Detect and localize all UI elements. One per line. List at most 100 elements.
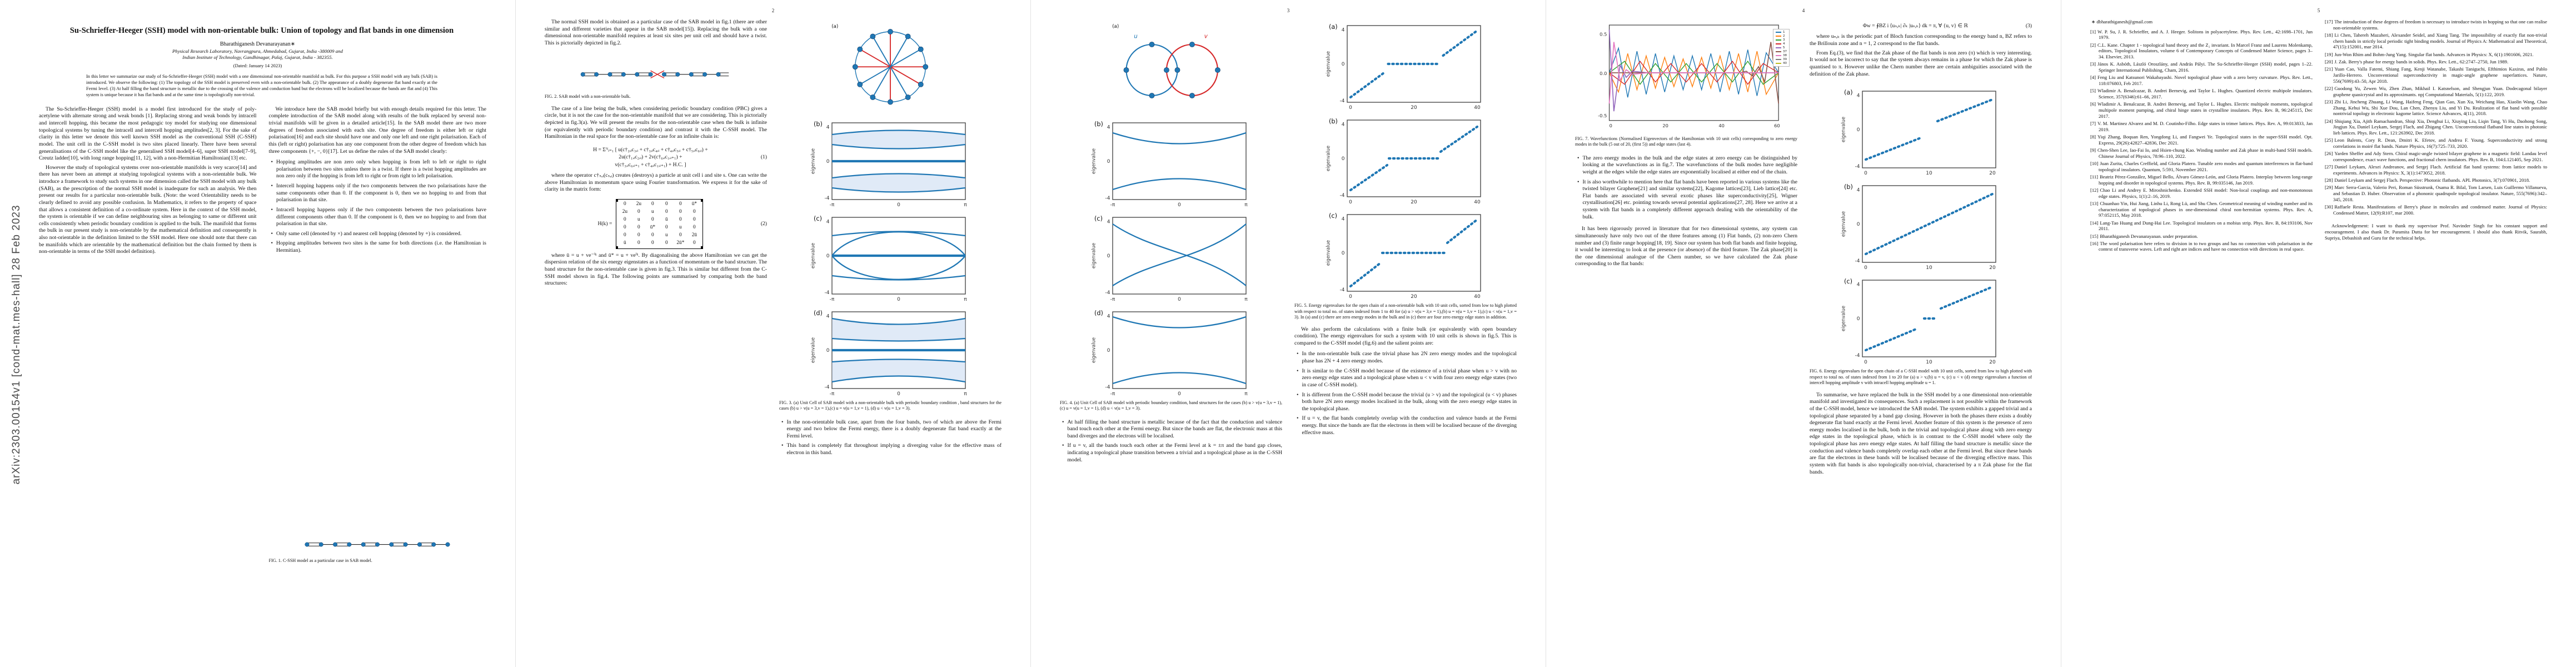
svg-text:(c): (c) [814,215,822,222]
svg-text:-π: -π [1110,391,1115,397]
page-1-column-2: We introduce here the SAB model briefly … [269,106,487,568]
page-1-columns: The Su-Schrieffer-Heeger (SSH) model is … [0,106,515,568]
legend-entry: 37 [1776,50,1787,53]
svg-text:(d): (d) [1094,310,1103,317]
svg-text:0: 0 [1107,348,1110,354]
hamiltonian-matrix: 0 2u 0 0 0 ū* 2u 0 u 0 0 0 0 u 0 ū 0 0 0 0 ū* 0 u 0 0 0 0 u 0 2ū ū 0 0 0 2… [616,198,704,249]
svg-text:eigenvalue: eigenvalue [810,242,816,268]
list-item: • In the non-orientable bulk case, apart … [781,419,1001,439]
svg-text:(a): (a) [1329,23,1338,31]
fig6-panel-c-eigenvalues: (c) eigenvalue 4 0 -4 0 10 20 [1841,278,1996,365]
svg-text:(a): (a) [831,24,838,29]
svg-text:(a): (a) [1112,24,1119,29]
fig2-nonorientable-chain-diagram [580,70,729,78]
reference-item: [21] Yuan Cao, Valla Fatemi, Shiang Fang,… [2325,66,2547,84]
legend-entry: 2 [1776,34,1787,38]
page-number: 4 [1802,8,1805,13]
fig7-legend: 1 2 3 4 5 37 38 39 40 [1773,29,1790,67]
svg-text:-π: -π [1110,297,1115,302]
svg-text:0: 0 [1857,127,1860,133]
svg-text:0: 0 [1342,251,1345,256]
sab-rules-list: • Hopping amplitudes are non zero only wh… [269,159,487,257]
svg-text:eigenvalue: eigenvalue [1091,337,1097,362]
fig3-caption: FIG. 3. (a) Unit Cell of SAB model with … [779,400,1001,411]
bullet-marker: • [781,442,784,449]
fig5-panel-b-eigenvalues: (b) eigenvalue 4 0 -4 0 20 40 [1326,118,1481,205]
equation-2-number: (2) [760,220,767,227]
list-item: • In the non-orientable bulk case the tri… [1297,351,1517,364]
figure-7: 0.5 0.0 -0.5 0 20 40 60 [1575,19,1797,148]
svg-text:-4: -4 [1105,196,1110,201]
svg-text:4: 4 [1857,188,1860,193]
svg-text:(b): (b) [814,121,823,128]
page-5-columns: ∗ dbharathiganesh@gmail.com [1] W. P. Su,… [2061,0,2576,653]
fig4-panel-b-bands: (b) eigenvalue 4 0 -4 -π 0 π [1091,121,1248,208]
reference-item: [27] Daniel Leykam, Alexei Andreanov, and… [2325,164,2547,176]
list-item: • Intracell hopping happens only if the t… [271,206,487,227]
page-1: arXiv:2303.00154v1 [cond-mat.mes-hall] 2… [0,0,515,667]
svg-text:0: 0 [1349,105,1352,111]
equation-1-number: (1) [760,154,767,161]
svg-text:0: 0 [1342,62,1345,67]
reference-item: [15] Bharathiganesh Devanarayanan. under … [2090,233,2198,239]
legend-entry: 1 [1776,31,1787,34]
svg-text:(d): (d) [814,310,823,317]
svg-text:4: 4 [826,313,830,319]
dated-line: (Dated: January 14 2023) [233,63,282,69]
legend-swatch [1776,43,1781,44]
list-item: • This band is completely flat throughout… [781,442,1001,456]
reference-item: [13] Chuanhao Yin, Hui Jiang, Linhu Li, R… [2090,200,2313,218]
svg-text:v: v [1204,33,1208,40]
references-list-right: [17] The introduction of these degrees of… [2325,19,2547,217]
fig2-caption: FIG. 2. SAB model with a non-orientable … [545,94,631,99]
svg-text:0: 0 [897,297,900,302]
svg-text:(b): (b) [1329,118,1338,125]
svg-text:π: π [1244,202,1248,208]
references-list-left: [1] W. P. Su, J. R. Schrieffer, and A. J.… [2090,29,2313,254]
page-3-column-1: (a) u v (b) eigenvalue 4 [1060,19,1282,653]
fig4-panel-a-unitcell-rings: (a) u v [1112,24,1220,98]
svg-text:eigenvalue: eigenvalue [1326,240,1331,266]
list-item: • If u = v, all the bands touch each othe… [1062,442,1282,463]
svg-text:0: 0 [826,159,830,165]
svg-text:-4: -4 [825,385,830,390]
svg-text:20: 20 [1662,123,1668,128]
svg-text:40: 40 [1474,105,1481,111]
fig6-panel-a-eigenvalues: (a) eigenvalue 4 0 -4 0 10 20 [1841,89,1996,176]
svg-text:10: 10 [1926,171,1932,176]
svg-text:40: 40 [1474,294,1481,300]
legend-entry: 39 [1776,58,1787,61]
legend-entry: 3 [1776,38,1787,42]
affiliation-line-2: Indian Institute of Technology, Gandhina… [182,54,333,61]
svg-text:eigenvalue: eigenvalue [1091,148,1097,173]
reference-item: [10] Juan Zurita, Charles Creffield, and … [2090,160,2313,172]
svg-text:eigenvalue: eigenvalue [1841,306,1846,331]
page-2-columns: The normal SSH model is obtained as a pa… [516,0,1030,653]
reference-item: [22] Guodong Yu, Zewen Wu, Zhen Zhan, Mik… [2325,85,2547,97]
list-item: • It is different from the C-SSH model be… [1297,391,1517,412]
svg-text:4: 4 [1342,217,1345,222]
legend-entry: 4 [1776,42,1787,46]
equation-3-line: Φw = ∮BZ i ⟨uₙ,ₖ| ∂ₖ |uₙ,ₖ⟩ dk = π, ∀ {u… [1862,23,1968,29]
arxiv-watermark: arXiv:2303.00154v1 [cond-mat.mes-hall] 2… [11,205,22,485]
bullet-marker: • [1062,442,1064,449]
legend-swatch [1776,39,1781,41]
fig5-panel-a-eigenvalues: (a) eigenvalue 4 0 -4 0 20 40 [1326,23,1481,111]
svg-text:-4: -4 [1855,353,1860,359]
reference-item: [28] Daniel Leykam and Sergej Flach. Pers… [2325,177,2530,183]
bullet-marker: • [271,206,273,213]
reference-item: [14] Lang-Tao Huang and Dung-Hai Lee. Top… [2090,220,2313,232]
acknowledgement: Acknowledgement: I want to thank my supe… [2325,223,2547,241]
svg-text:0: 0 [1857,316,1860,322]
svg-text:-4: -4 [1340,98,1345,104]
fig1-caption: FIG. 1. C-SSH model as a particular case… [268,558,372,564]
reference-item: [25] Leon Balents, Cory R. Dean, Dmitri K… [2325,137,2547,149]
reference-item: [2] C.L. Kane. Chapter 1 - topological ba… [2090,42,2313,60]
svg-text:0: 0 [1857,222,1860,227]
bullet-marker: • [271,240,273,247]
legend-swatch [1776,63,1781,64]
matrix-lhs: H(k) = [597,220,612,227]
flat-band-discussion-list: • The zero energy modes in the bulk and t… [1575,155,1797,224]
author-email[interactable]: ∗ dbharathiganesh@gmail.com [2091,19,2153,24]
